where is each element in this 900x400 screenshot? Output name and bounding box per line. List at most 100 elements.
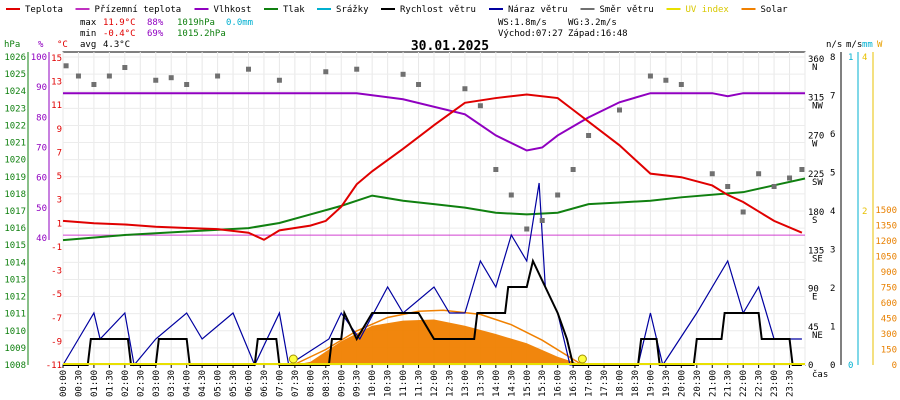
wind-direction-point [493, 167, 499, 172]
wind-direction-point [617, 107, 622, 113]
wind-tick-label: 2 [830, 284, 835, 294]
pressure-tick-label: 1023 [4, 104, 26, 114]
hum-unit: % [38, 40, 44, 50]
wind-gust-info: WG:3.2m/s [568, 18, 617, 28]
pressure-tick-label: 1021 [4, 139, 26, 149]
wind-direction-point [462, 86, 468, 92]
legend-label: Vlhkost [214, 5, 252, 15]
wind-direction-point [323, 69, 329, 75]
wind-direction-point [184, 82, 190, 87]
rain-tick-label: 1 [848, 53, 853, 63]
sunrise-marker [288, 354, 298, 364]
stats-rain: 0.0mm [226, 18, 253, 28]
humidity-tick-label: 70 [36, 144, 47, 154]
wind-direction-point [740, 209, 746, 215]
solar-clear-sky-line [293, 309, 583, 366]
wind-direction-point [799, 167, 805, 172]
direction-name-label: SE [812, 254, 823, 264]
stats-block: max 11.9°C 88% 1019hPa 0.0mm min -0.4°C … [80, 18, 628, 50]
wind-tick-label: 4 [830, 207, 835, 217]
uv-tick-label: 4 [862, 53, 867, 63]
x-tick-label: 22:00 [739, 370, 749, 397]
x-tick-label: 17:30 [600, 370, 610, 397]
wind-direction-point [276, 77, 282, 83]
temperature-tick-label: 11 [51, 101, 62, 111]
stats-avg-label: avg [80, 40, 96, 50]
x-tick-label: 21:30 [724, 370, 734, 397]
temperature-tick-label: 1 [57, 219, 62, 229]
legend-label: Přízemní teplota [95, 5, 182, 15]
wind-direction-point [122, 65, 128, 70]
stats-min-label: min [80, 29, 96, 39]
chart-title: 30.01.2025 [411, 39, 489, 54]
legend-label: Náraz větru [508, 5, 568, 15]
pressure-tick-label: 1018 [4, 190, 26, 200]
wind-direction-point [215, 73, 221, 79]
legend-label: UV index [686, 5, 730, 15]
pressure-tick-label: 1024 [4, 87, 26, 97]
solar-tick-label: 0 [892, 361, 897, 371]
temperature-tick-label: -11 [46, 361, 62, 371]
temperature-tick-label: -1 [51, 243, 62, 253]
temperature-line [62, 93, 803, 241]
direction-name-label: W [812, 140, 818, 150]
solar-tick-label: 900 [881, 268, 897, 278]
x-tick-label: 16:00 [554, 370, 564, 397]
wind-speed-info: WS:1.8m/s [498, 18, 547, 28]
wind-direction-point [586, 133, 592, 138]
legend-label: Rychlost větru [400, 5, 476, 15]
direction-tick-label: 225 [808, 170, 824, 180]
legend-label: Směr větru [600, 5, 654, 15]
sunset-info: Západ:16:48 [568, 29, 628, 39]
pressure-tick-label: 1013 [4, 275, 26, 285]
x-tick-label: 03:00 [152, 370, 162, 397]
x-tick-label: 13:30 [476, 370, 486, 397]
x-tick-label: 20:30 [693, 370, 703, 397]
x-tick-label: 16:30 [569, 370, 579, 397]
x-tick-label: 01:30 [105, 370, 115, 397]
wind-direction-point [787, 175, 793, 181]
wind-direction-point [771, 184, 777, 189]
press-unit: hPa [4, 40, 20, 50]
wind-direction-point [246, 66, 251, 72]
temperature-tick-label: -7 [51, 314, 62, 324]
wind-speed-line [63, 258, 802, 366]
direction-name-label: SW [812, 178, 823, 188]
x-tick-label: 15:30 [538, 370, 548, 397]
wind-direction-point [678, 82, 684, 87]
wind-direction-point [663, 77, 669, 83]
wind-tick-label: 7 [830, 92, 835, 102]
legend: Teplota Přízemní teplota Vlhkost Tlak Srážky… [6, 5, 788, 15]
x-tick-label: 22:30 [755, 370, 765, 397]
humidity-tick-label: 50 [36, 204, 47, 214]
wind-direction-point [75, 73, 81, 79]
x-tick-label: 17:00 [585, 370, 595, 397]
x-tick-label: 05:00 [214, 370, 224, 397]
direction-tick-label: 45 [808, 323, 819, 333]
wind-direction-point [477, 103, 483, 109]
solar-tick-label: 450 [881, 315, 897, 325]
x-tick-label: 10:30 [384, 370, 394, 397]
stats-max-press: 1019hPa [177, 18, 215, 28]
axis-units: hPa % °C n/s m/s mm W čas [4, 40, 883, 380]
temperature-tick-label: -5 [51, 290, 62, 300]
pressure-tick-label: 1010 [4, 327, 26, 337]
wind-direction-point [508, 192, 514, 198]
wind-tick-label: 0 [830, 361, 835, 371]
x-tick-label: 11:30 [415, 370, 425, 397]
wind-direction-point [63, 63, 69, 69]
wind-direction-point [91, 82, 97, 87]
x-tick-label: 08:00 [306, 370, 316, 397]
wind-direction-point [416, 82, 422, 87]
x-tick-label: 23:30 [786, 370, 796, 397]
x-tick-label: 19:00 [646, 370, 656, 397]
pressure-tick-label: 1020 [4, 156, 26, 166]
wind-tick-label: 5 [830, 169, 835, 179]
solar-unit: W [877, 40, 883, 50]
rain-tick-label: 0 [848, 361, 853, 371]
solar-tick-label: 1200 [875, 237, 897, 247]
x-tick-label: 15:00 [523, 370, 533, 397]
solar-tick-label: 300 [881, 330, 897, 340]
x-tick-label: 05:30 [229, 370, 239, 397]
wind-direction-point [106, 73, 112, 79]
